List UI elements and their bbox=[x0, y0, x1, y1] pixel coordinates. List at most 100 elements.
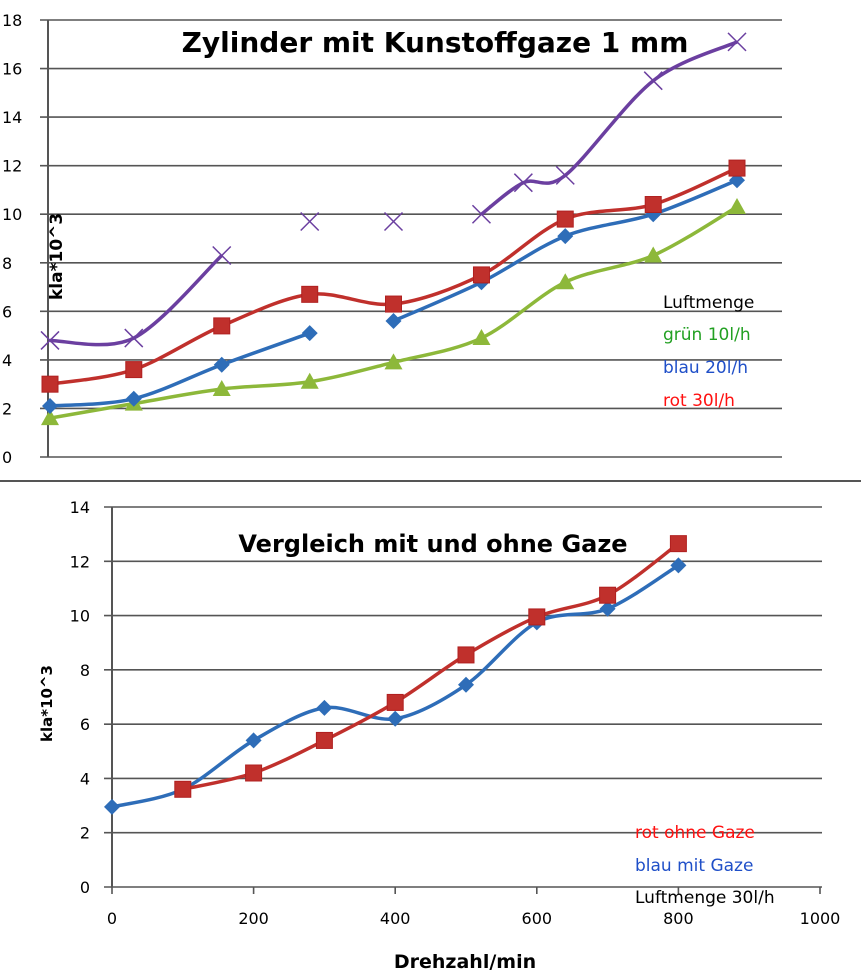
top-y-tick-label: 8 bbox=[2, 254, 12, 273]
bottom-x-axis-label: Drehzahl/min bbox=[394, 951, 536, 973]
data-point bbox=[384, 353, 403, 370]
data-point bbox=[556, 210, 574, 228]
top-y-tick-label: 0 bbox=[2, 448, 12, 467]
data-point bbox=[245, 764, 263, 782]
top-legend-green: grün 10l/h bbox=[663, 325, 751, 345]
top-y-tick-label: 2 bbox=[2, 399, 12, 418]
data-point bbox=[472, 329, 491, 346]
bottom-x-tick-label: 400 bbox=[380, 909, 411, 928]
top-series-diamond bbox=[42, 172, 745, 415]
top-chart-title: Zylinder mit Kunstoffgaze 1 mm bbox=[182, 26, 689, 59]
bottom-x-tick-labels: 0 200 400 600 800 1000 bbox=[107, 887, 840, 928]
bottom-y-tick-labels: 0 2 4 6 8 10 12 14 bbox=[70, 498, 90, 897]
bottom-legend-red: rot ohne Gaze bbox=[635, 823, 755, 843]
top-legend-red: rot 30l/h bbox=[663, 391, 735, 411]
data-point bbox=[40, 330, 60, 350]
data-point bbox=[125, 361, 143, 379]
top-series-triangle bbox=[41, 197, 746, 426]
data-point bbox=[644, 246, 663, 263]
top-chart: 0 2 4 6 8 10 12 14 16 18 Zylinder mit Kunstoffgaz… bbox=[2, 11, 782, 467]
bottom-x-tick-label: 1000 bbox=[800, 909, 841, 928]
top-legend-blue: blau 20l/h bbox=[663, 358, 748, 378]
data-point bbox=[245, 732, 262, 749]
data-point bbox=[301, 325, 318, 342]
bottom-x-tick-label: 0 bbox=[107, 909, 117, 928]
bottom-x-tick-label: 800 bbox=[663, 909, 694, 928]
bottom-y-tick-label: 6 bbox=[80, 715, 90, 734]
data-point bbox=[472, 266, 490, 284]
top-legend: Luftmenge grün 10l/h blau 20l/h rot 30l/… bbox=[663, 293, 754, 411]
bottom-gridlines bbox=[104, 506, 822, 888]
bottom-y-tick-label: 10 bbox=[70, 607, 90, 626]
data-point bbox=[42, 398, 58, 415]
data-point bbox=[528, 608, 546, 626]
bottom-y-tick-label: 8 bbox=[80, 661, 90, 680]
data-point bbox=[670, 557, 687, 574]
bottom-y-tick-label: 14 bbox=[70, 498, 90, 517]
data-point bbox=[104, 798, 120, 815]
data-point bbox=[300, 211, 320, 232]
data-point bbox=[599, 586, 617, 604]
top-gridlines bbox=[40, 19, 782, 458]
data-point bbox=[383, 211, 404, 232]
top-series-x bbox=[40, 32, 747, 350]
data-point bbox=[213, 356, 230, 373]
top-y-tick-label: 10 bbox=[2, 205, 22, 224]
top-y-tick-label: 6 bbox=[2, 302, 12, 321]
bottom-chart: 0 2 4 6 8 10 12 14 0 200 400 600 800 1000 Vergleich … bbox=[38, 498, 840, 973]
data-point bbox=[41, 409, 59, 426]
top-legend-title: Luftmenge bbox=[663, 293, 754, 313]
data-point bbox=[386, 693, 404, 711]
data-point bbox=[471, 204, 491, 224]
bottom-legend-black: Luftmenge 30l/h bbox=[635, 888, 775, 908]
top-y-tick-label: 18 bbox=[2, 11, 22, 30]
bottom-chart-title: Vergleich mit und ohne Gaze bbox=[238, 530, 627, 558]
data-point bbox=[555, 165, 575, 185]
top-y-tick-label: 12 bbox=[2, 157, 22, 176]
bottom-y-axis-label: kla*10^3 bbox=[38, 665, 56, 742]
data-point bbox=[315, 731, 333, 749]
bottom-y-tick-label: 4 bbox=[80, 769, 90, 788]
bottom-x-tick-label: 200 bbox=[238, 909, 269, 928]
bottom-x-tick-label: 600 bbox=[522, 909, 553, 928]
bottom-y-tick-label: 0 bbox=[80, 878, 90, 897]
series-line bbox=[49, 166, 738, 386]
data-point bbox=[457, 646, 475, 664]
top-series bbox=[40, 32, 747, 426]
data-point bbox=[300, 372, 319, 389]
data-point bbox=[212, 245, 232, 266]
data-point bbox=[727, 32, 747, 52]
bottom-legend: rot ohne Gaze blau mit Gaze Luftmenge 30… bbox=[635, 823, 775, 908]
data-point bbox=[728, 197, 746, 214]
bottom-legend-blue: blau mit Gaze bbox=[635, 856, 753, 876]
data-point bbox=[458, 676, 474, 693]
series-line bbox=[182, 542, 680, 791]
series-line bbox=[480, 40, 738, 216]
top-series-square bbox=[41, 159, 746, 393]
data-point bbox=[124, 328, 144, 348]
data-point bbox=[513, 173, 533, 193]
data-point bbox=[212, 380, 231, 397]
bottom-y-tick-label: 2 bbox=[80, 824, 90, 843]
data-point bbox=[385, 313, 402, 330]
data-point bbox=[556, 273, 575, 290]
data-point bbox=[316, 699, 333, 716]
data-point bbox=[669, 535, 687, 553]
bottom-series-diamond bbox=[104, 557, 687, 815]
series-line bbox=[49, 331, 311, 408]
data-point bbox=[174, 780, 192, 798]
data-point bbox=[387, 710, 404, 727]
series-line bbox=[49, 254, 223, 347]
top-y-tick-label: 4 bbox=[2, 351, 12, 370]
bottom-y-tick-label: 12 bbox=[70, 552, 90, 571]
top-y-axis-label: kla*10^3 bbox=[47, 213, 67, 300]
data-point bbox=[643, 71, 663, 91]
data-point bbox=[644, 196, 662, 214]
data-point bbox=[728, 159, 746, 177]
data-point bbox=[385, 295, 402, 313]
data-point bbox=[599, 600, 616, 617]
data-point bbox=[41, 375, 59, 393]
top-y-tick-labels: 0 2 4 6 8 10 12 14 16 18 bbox=[2, 11, 22, 467]
bottom-series-square bbox=[174, 535, 687, 798]
